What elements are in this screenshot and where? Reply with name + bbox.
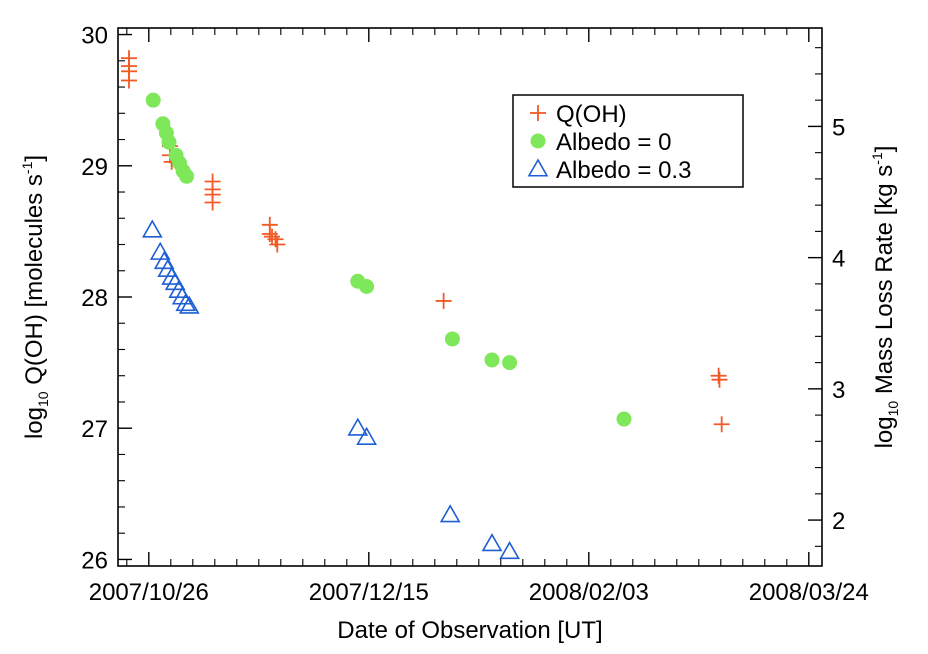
legend-marker bbox=[530, 105, 546, 121]
data-point bbox=[204, 194, 221, 211]
data-point bbox=[121, 72, 137, 89]
data-point bbox=[356, 426, 377, 445]
data-points bbox=[121, 50, 730, 560]
data-point bbox=[164, 271, 186, 291]
left-y-tick-label: 29 bbox=[81, 154, 108, 181]
data-point bbox=[711, 371, 728, 388]
data-point bbox=[153, 250, 175, 270]
right-y-tick-label: 4 bbox=[832, 246, 845, 273]
left-y-tick-label: 28 bbox=[81, 285, 108, 312]
data-point bbox=[175, 292, 197, 312]
data-point bbox=[616, 411, 632, 427]
legend-marker bbox=[527, 158, 549, 177]
data-point bbox=[179, 168, 195, 184]
right-y-tick-label: 5 bbox=[832, 114, 845, 141]
data-point bbox=[439, 504, 461, 523]
data-point bbox=[161, 134, 177, 150]
data-point bbox=[435, 292, 452, 309]
x-tick-label: 2008/03/24 bbox=[749, 579, 869, 606]
legend-label: Albedo = 0.3 bbox=[556, 157, 691, 184]
data-point bbox=[178, 295, 200, 314]
x-tick-label: 2007/12/15 bbox=[309, 579, 429, 606]
data-point bbox=[481, 533, 503, 552]
left-y-tick-label: 27 bbox=[81, 416, 108, 443]
legend-label: Q(OH) bbox=[556, 101, 627, 128]
data-point bbox=[347, 417, 369, 436]
series-1 bbox=[145, 92, 632, 427]
x-axis: 2007/10/26 2007/12/15 2008/02/03 2008/03/24 bbox=[89, 28, 869, 606]
data-point bbox=[145, 92, 161, 108]
legend-marker bbox=[530, 133, 546, 149]
data-point bbox=[499, 540, 520, 560]
legend-label: Albedo = 0 bbox=[556, 129, 671, 156]
data-point bbox=[502, 355, 518, 371]
left-axis: 26 27 28 29 30 bbox=[81, 23, 132, 574]
x-tick-label: 2007/10/26 bbox=[89, 579, 209, 606]
series-2 bbox=[141, 219, 520, 560]
legend-box bbox=[512, 94, 744, 188]
x-tick-label: 2008/02/03 bbox=[529, 579, 649, 606]
data-point bbox=[484, 352, 500, 368]
left-y-tick-label: 30 bbox=[81, 23, 108, 50]
left-y-axis-title: log10 Q(OH) [molecules s-1] bbox=[19, 155, 51, 439]
data-point bbox=[359, 279, 375, 295]
data-point bbox=[269, 236, 286, 253]
data-point bbox=[141, 219, 163, 238]
right-y-tick-label: 2 bbox=[832, 508, 845, 535]
right-axis: 2 3 4 5 bbox=[808, 47, 845, 547]
data-point bbox=[713, 416, 730, 433]
x-axis-title: Date of Observation [UT] bbox=[337, 617, 602, 644]
data-point bbox=[444, 331, 460, 347]
left-y-tick-label: 26 bbox=[81, 547, 108, 574]
right-y-tick-label: 3 bbox=[832, 377, 845, 404]
right-y-axis-title: log10 Mass Loss Rate [kg s-1] bbox=[869, 146, 901, 449]
